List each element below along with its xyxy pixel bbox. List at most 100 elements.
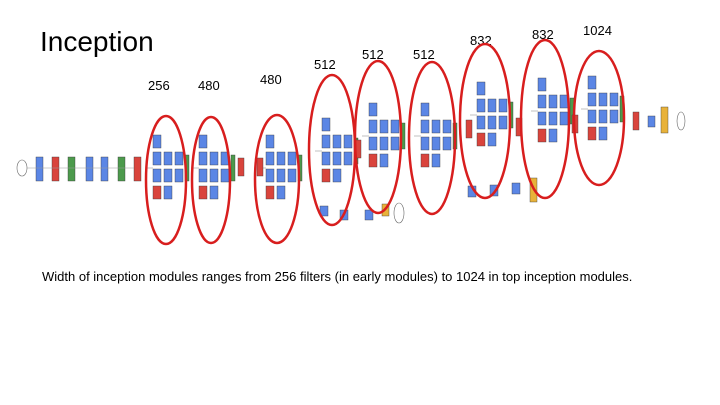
inception-block xyxy=(287,168,297,183)
module-highlight-ellipse xyxy=(144,114,188,246)
inception-block xyxy=(587,109,597,124)
inception-block xyxy=(431,136,441,151)
inception-block xyxy=(559,94,569,109)
stem-block xyxy=(85,156,94,182)
stem-block xyxy=(133,156,142,182)
inception-block xyxy=(587,75,597,90)
final-fc-block xyxy=(647,115,656,128)
inception-block xyxy=(498,115,508,130)
slide-title: Inception xyxy=(40,26,154,57)
inception-block xyxy=(476,81,486,96)
inception-block xyxy=(609,109,619,124)
stem-block xyxy=(67,156,76,182)
inception-block xyxy=(163,185,173,200)
inception-block xyxy=(476,115,486,130)
inception-block xyxy=(390,119,400,134)
aux-block xyxy=(511,182,521,195)
inception-block xyxy=(442,119,452,134)
inception-block xyxy=(487,115,497,130)
inception-block xyxy=(420,102,430,117)
inception-block xyxy=(420,153,430,168)
inception-block xyxy=(332,168,342,183)
module-width-label: 512 xyxy=(413,47,435,62)
stem-block xyxy=(35,156,44,182)
inception-block xyxy=(420,136,430,151)
aux-block xyxy=(489,184,499,197)
inception-block xyxy=(152,185,162,200)
module-highlight-ellipse xyxy=(519,38,571,200)
inception-block xyxy=(265,168,275,183)
inception-block xyxy=(598,92,608,107)
inception-block xyxy=(174,168,184,183)
module-width-label: 480 xyxy=(198,78,220,93)
network-blocks xyxy=(16,75,686,224)
module-width-label: 832 xyxy=(532,27,554,42)
inception-block xyxy=(537,128,547,143)
inception-block xyxy=(321,151,331,166)
inception-block xyxy=(368,153,378,168)
aux-block xyxy=(364,209,374,221)
input-node xyxy=(16,159,28,177)
inception-block xyxy=(152,134,162,149)
inception-block xyxy=(548,94,558,109)
inception-block xyxy=(587,92,597,107)
stem-block xyxy=(100,156,109,182)
inception-block xyxy=(476,132,486,147)
inception-block xyxy=(487,98,497,113)
inception-block xyxy=(379,119,389,134)
inception-block xyxy=(209,168,219,183)
inception-block xyxy=(198,151,208,166)
inception-block xyxy=(548,111,558,126)
pool-block xyxy=(465,119,473,139)
module-highlight-ellipse xyxy=(458,42,512,200)
inception-block xyxy=(598,109,608,124)
slide-caption: Width of inception modules ranges from 2… xyxy=(42,269,633,284)
inception-block xyxy=(163,151,173,166)
module-width-label: 512 xyxy=(314,57,336,72)
inception-block xyxy=(198,134,208,149)
inception-block xyxy=(152,168,162,183)
aux-block xyxy=(319,205,329,217)
module-highlight-ellipse xyxy=(407,60,457,216)
inception-block xyxy=(321,117,331,132)
inception-block xyxy=(609,92,619,107)
inception-block xyxy=(276,185,286,200)
module-highlight-ellipse xyxy=(307,73,357,227)
inception-block xyxy=(368,102,378,117)
inception-block xyxy=(537,111,547,126)
inception-block xyxy=(379,136,389,151)
inception-block xyxy=(431,119,441,134)
inception-block xyxy=(174,151,184,166)
inception-block xyxy=(498,98,508,113)
inception-block xyxy=(379,153,389,168)
inception-block xyxy=(287,151,297,166)
inception-block xyxy=(220,168,230,183)
inception-block xyxy=(276,168,286,183)
inception-block xyxy=(332,151,342,166)
module-highlight-circles xyxy=(144,38,626,246)
inception-block xyxy=(343,134,353,149)
inception-block xyxy=(276,151,286,166)
module-highlight-ellipse xyxy=(190,115,232,245)
inception-block xyxy=(343,151,353,166)
inception-block xyxy=(265,134,275,149)
module-highlight-ellipse xyxy=(353,59,403,215)
inception-block xyxy=(265,151,275,166)
inception-block xyxy=(198,185,208,200)
inception-block xyxy=(163,168,173,183)
stem-block xyxy=(117,156,126,182)
final-pool-block xyxy=(632,111,640,131)
inception-block xyxy=(321,168,331,183)
inception-block xyxy=(587,126,597,141)
inception-block xyxy=(420,119,430,134)
inception-block xyxy=(548,128,558,143)
concat-block xyxy=(230,154,236,182)
module-width-label: 1024 xyxy=(583,23,612,38)
inception-block xyxy=(487,132,497,147)
inception-block xyxy=(537,77,547,92)
inception-block xyxy=(368,119,378,134)
final-softmax-block xyxy=(660,106,669,134)
module-highlight-ellipse xyxy=(253,113,301,245)
stem-block xyxy=(51,156,60,182)
inception-block xyxy=(431,153,441,168)
